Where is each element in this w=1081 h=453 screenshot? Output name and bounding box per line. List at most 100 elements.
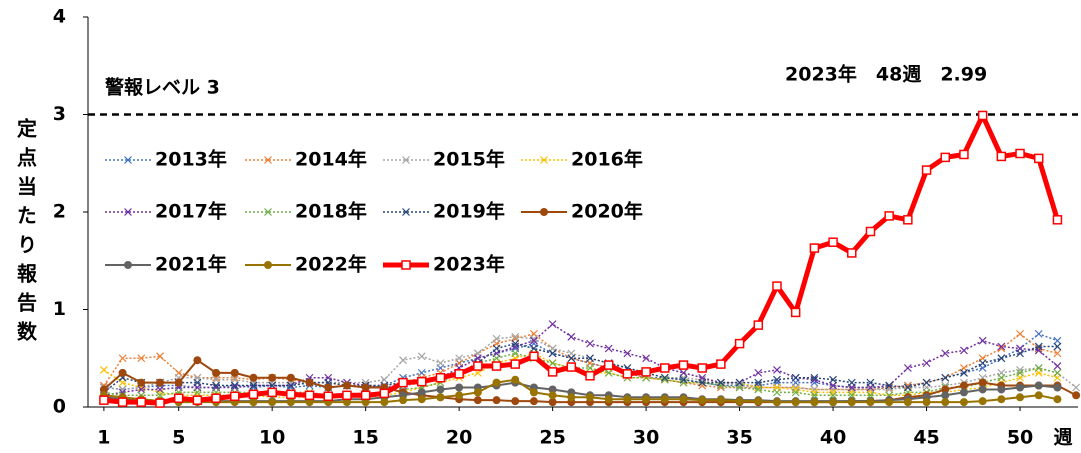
marker (940, 152, 951, 163)
marker (585, 371, 595, 381)
marker (402, 156, 410, 164)
marker (1033, 153, 1044, 164)
marker (99, 385, 108, 394)
series-line (103, 323, 1058, 397)
marker (622, 369, 633, 379)
marker (1053, 368, 1062, 377)
marker (604, 368, 613, 377)
x-tick-label: 40 (820, 427, 846, 449)
marker (697, 363, 707, 373)
marker (996, 151, 1007, 162)
marker (903, 398, 912, 407)
marker (978, 385, 987, 394)
y-tick-label: 2 (53, 201, 66, 223)
marker (660, 395, 669, 404)
marker (511, 397, 520, 406)
annotation: 2023年 48週 2.99 (785, 63, 987, 86)
marker (402, 208, 410, 216)
marker (922, 378, 931, 387)
marker (401, 260, 411, 270)
marker (492, 334, 501, 343)
marker (865, 226, 876, 237)
marker (790, 307, 801, 318)
legend-label: 2013年 (155, 148, 227, 171)
marker (829, 388, 837, 397)
marker (529, 334, 538, 343)
marker (978, 359, 987, 368)
marker (772, 398, 781, 407)
marker (642, 395, 651, 404)
marker (959, 381, 968, 390)
legend-label: 2019年 (433, 200, 505, 223)
marker (884, 211, 894, 221)
x-tick-label: 1 (97, 427, 110, 449)
marker (586, 354, 594, 363)
marker (473, 388, 482, 397)
marker (548, 385, 557, 394)
marker (641, 367, 651, 377)
marker (586, 339, 594, 348)
legend-item: 2021年 (105, 253, 227, 276)
legend-item: 2022年 (245, 253, 367, 276)
marker (264, 261, 272, 269)
marker (791, 373, 800, 382)
legend-label: 2022年 (295, 253, 367, 276)
x-tick-label: 25 (539, 427, 565, 449)
marker (586, 364, 594, 372)
marker (997, 373, 1006, 382)
marker (735, 397, 744, 406)
marker (866, 398, 875, 407)
legend-item: 2015年 (383, 148, 505, 171)
legend-label: 2015年 (433, 148, 505, 171)
marker (548, 349, 557, 358)
series-line (103, 352, 1058, 397)
y-tick-label: 3 (53, 103, 66, 125)
marker (1016, 368, 1024, 377)
marker (847, 378, 856, 387)
marker (399, 356, 407, 365)
marker (511, 375, 520, 384)
legend-label: 2014年 (295, 148, 367, 171)
marker (380, 398, 389, 407)
marker (604, 395, 613, 404)
marker (511, 332, 520, 341)
marker (230, 368, 239, 377)
marker (492, 344, 501, 353)
marker (829, 398, 838, 407)
marker (510, 359, 520, 369)
series (99, 339, 1062, 397)
marker (529, 397, 538, 406)
marker (379, 388, 390, 399)
legend-label: 2017年 (155, 200, 227, 223)
marker (1053, 349, 1062, 358)
marker (791, 388, 800, 397)
marker (230, 381, 239, 390)
marker (212, 381, 220, 390)
legend-label: 2021年 (155, 253, 227, 276)
series-line (103, 112, 1060, 406)
marker (286, 381, 295, 390)
marker (286, 373, 295, 382)
marker (885, 381, 894, 390)
marker (492, 354, 501, 363)
marker (342, 398, 351, 407)
legend-item: 2014年 (245, 148, 367, 171)
marker (305, 378, 314, 387)
marker (529, 388, 538, 397)
marker (978, 336, 987, 345)
marker (903, 364, 912, 372)
marker (922, 359, 931, 368)
y-tick-label: 4 (53, 6, 66, 28)
marker (323, 391, 334, 402)
marker (417, 395, 426, 404)
marker (264, 208, 272, 216)
series (99, 110, 1063, 408)
marker (772, 281, 782, 291)
marker (847, 248, 857, 258)
marker (997, 395, 1006, 404)
marker (286, 398, 295, 407)
marker (360, 390, 371, 401)
marker (173, 393, 184, 403)
marker (791, 398, 800, 407)
marker (156, 352, 164, 361)
